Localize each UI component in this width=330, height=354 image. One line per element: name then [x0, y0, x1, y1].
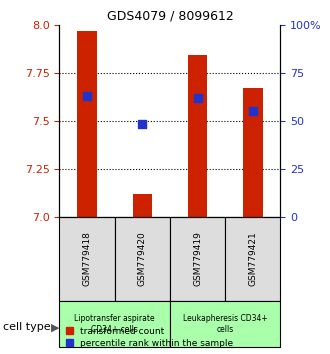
Text: Lipotransfer aspirate
CD34+ cells: Lipotransfer aspirate CD34+ cells — [74, 314, 155, 333]
Text: cell type: cell type — [3, 322, 51, 332]
Title: GDS4079 / 8099612: GDS4079 / 8099612 — [107, 9, 233, 22]
FancyBboxPatch shape — [115, 217, 170, 301]
Text: GSM779419: GSM779419 — [193, 231, 202, 286]
Bar — [133, 194, 152, 217]
Legend: transformed count, percentile rank within the sample: transformed count, percentile rank withi… — [64, 325, 235, 349]
Text: GSM779418: GSM779418 — [82, 231, 91, 286]
FancyBboxPatch shape — [170, 301, 280, 347]
Point — [195, 95, 200, 101]
Point — [84, 93, 90, 98]
Bar — [77, 30, 97, 217]
FancyBboxPatch shape — [59, 301, 170, 347]
Text: GSM779420: GSM779420 — [138, 232, 147, 286]
Point — [140, 122, 145, 127]
Point — [250, 108, 255, 114]
Bar — [243, 88, 263, 217]
Bar — [188, 56, 207, 217]
Text: GSM779421: GSM779421 — [248, 232, 257, 286]
Text: ▶: ▶ — [51, 322, 60, 332]
FancyBboxPatch shape — [225, 217, 280, 301]
FancyBboxPatch shape — [59, 217, 115, 301]
Text: Leukapheresis CD34+
cells: Leukapheresis CD34+ cells — [183, 314, 268, 333]
FancyBboxPatch shape — [170, 217, 225, 301]
